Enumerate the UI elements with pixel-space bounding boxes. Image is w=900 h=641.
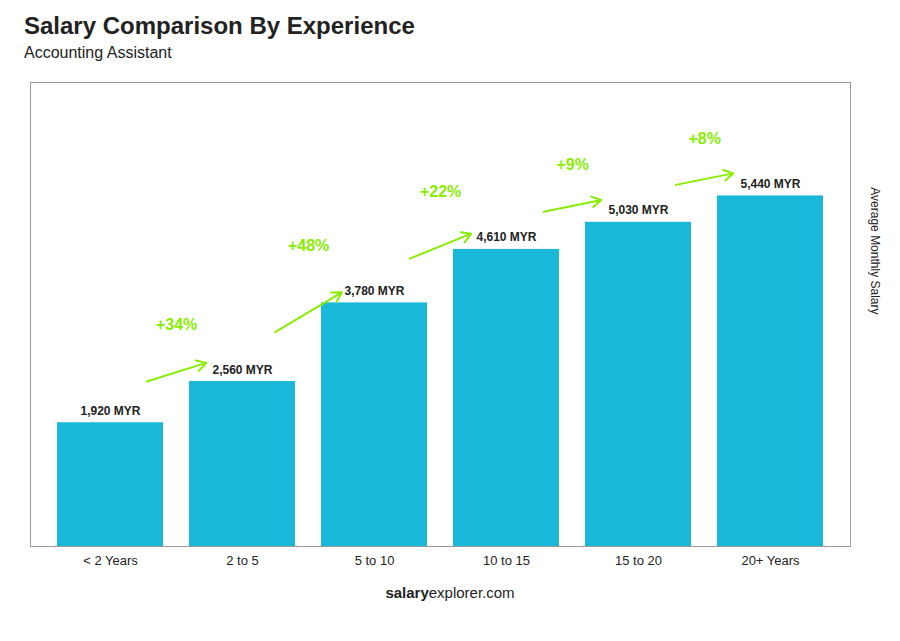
svg-text:+9%: +9%	[556, 156, 588, 173]
svg-text:+8%: +8%	[688, 130, 720, 147]
svg-text:5,440 MYR: 5,440 MYR	[740, 177, 800, 191]
svg-text:3,780 MYR: 3,780 MYR	[344, 284, 404, 298]
html-text:Salary Comparison By Experienc: Salary Comparison By Experience	[24, 12, 415, 39]
html-text:salary explorer.com: salary explorer.com	[385, 584, 515, 601]
svg-text:5,030 MYR: 5,030 MYR	[608, 203, 668, 217]
svg-text:+34%: +34%	[156, 316, 197, 333]
svg-text:2 to 5: 2 to 5	[226, 553, 259, 568]
svg-text:15 to 20: 15 to 20	[615, 553, 662, 568]
html-text:Accounting Assistant: Accounting Assistant	[24, 44, 172, 61]
svg-text:1,920 MYR: 1,920 MYR	[80, 404, 140, 418]
svg-text:+48%: +48%	[288, 237, 329, 254]
svg-text:10 to 15: 10 to 15	[483, 553, 530, 568]
svg-text:5 to 10: 5 to 10	[355, 553, 395, 568]
svg-text:2,560 MYR: 2,560 MYR	[212, 363, 272, 377]
svg-text:4,610 MYR: 4,610 MYR	[476, 230, 536, 244]
svg-text:< 2 Years: < 2 Years	[83, 553, 138, 568]
svg-text:+22%: +22%	[420, 183, 461, 200]
svg-text:Average Monthly Salary: Average Monthly Salary	[868, 187, 882, 314]
svg-text:20+ Years: 20+ Years	[741, 553, 800, 568]
